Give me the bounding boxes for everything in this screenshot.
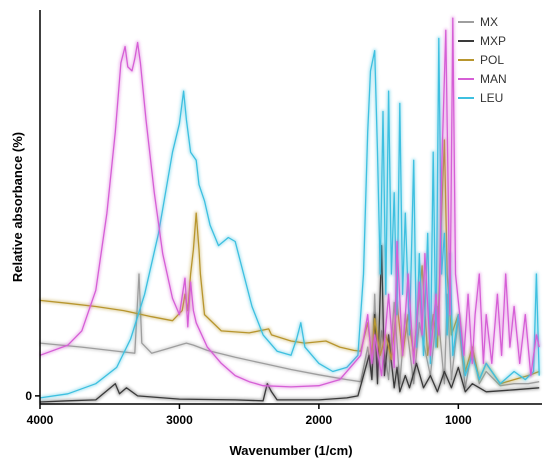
series-layer xyxy=(39,16,542,404)
legend-label-man: MAN xyxy=(480,72,507,86)
x-axis-label: Wavenumber (1/cm) xyxy=(229,443,352,458)
legend: MX MXP POL MAN LEU xyxy=(458,15,507,105)
series-man-line xyxy=(39,17,540,388)
legend-label-mxp: MXP xyxy=(480,34,506,48)
x-tick-label: 3000 xyxy=(166,413,193,427)
legend-label-mx: MX xyxy=(480,15,498,29)
x-ticks: 4000 3000 2000 1000 xyxy=(27,404,472,427)
series-mxp-line xyxy=(39,244,540,403)
x-tick-label: 4000 xyxy=(27,413,54,427)
y-ticks: 0 xyxy=(25,389,40,403)
y-axis-label: Relative absorbance (%) xyxy=(10,132,25,282)
x-tick-label: 2000 xyxy=(306,413,333,427)
legend-label-pol: POL xyxy=(480,53,504,67)
y-tick-label: 0 xyxy=(25,389,32,403)
x-tick-label: 1000 xyxy=(445,413,472,427)
series-man-halo xyxy=(39,16,542,389)
legend-label-leu: LEU xyxy=(480,91,503,105)
